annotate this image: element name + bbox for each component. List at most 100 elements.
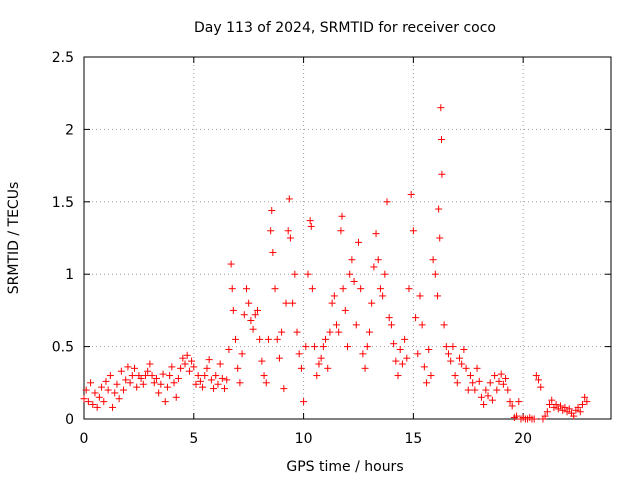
data-point <box>338 212 346 220</box>
data-point <box>185 367 193 375</box>
data-point <box>205 356 213 364</box>
data-point <box>280 385 288 393</box>
data-point <box>308 285 316 293</box>
data-point <box>552 401 560 409</box>
data-point <box>275 354 283 362</box>
data-point <box>218 374 226 382</box>
data-point <box>565 405 573 413</box>
data-point <box>141 372 149 380</box>
data-point <box>431 270 439 278</box>
data-point <box>306 217 314 225</box>
data-point <box>247 317 255 325</box>
data-point <box>260 372 268 380</box>
data-point <box>466 372 474 380</box>
data-point <box>513 412 521 420</box>
data-point <box>177 364 185 372</box>
data-point <box>449 343 457 351</box>
data-point <box>155 389 163 397</box>
data-point <box>128 372 136 380</box>
data-point <box>486 379 494 387</box>
data-point <box>157 380 165 388</box>
data-point <box>374 256 382 264</box>
data-point <box>102 377 110 385</box>
data-point <box>326 328 334 336</box>
data-point <box>515 398 523 406</box>
data-point <box>361 364 369 372</box>
data-point <box>420 363 428 371</box>
data-point <box>429 256 437 264</box>
data-point <box>258 357 266 365</box>
x-axis-label: GPS time / hours <box>286 459 403 475</box>
data-point <box>199 383 207 391</box>
y-tick-label: 0 <box>65 412 74 428</box>
data-point <box>212 372 220 380</box>
data-point <box>363 343 371 351</box>
data-point <box>556 402 564 410</box>
data-point <box>172 393 180 401</box>
x-tick-label: 5 <box>189 431 198 447</box>
data-point <box>262 379 270 387</box>
data-point <box>302 343 310 351</box>
data-point <box>407 191 415 199</box>
data-point <box>100 398 108 406</box>
data-point <box>98 383 106 391</box>
data-point <box>304 270 312 278</box>
data-point <box>548 396 556 404</box>
data-point <box>311 343 319 351</box>
data-point <box>583 398 591 406</box>
data-point <box>181 360 189 368</box>
data-point <box>464 386 472 394</box>
data-point <box>253 306 261 314</box>
data-point <box>339 285 347 293</box>
data-point <box>495 377 503 385</box>
data-point <box>117 367 125 375</box>
data-point <box>214 380 222 388</box>
axis-ticks: 0 5 10 15 20 0 0.5 1 1.5 2 2.5 <box>52 50 611 447</box>
y-tick-label: 1.5 <box>52 195 74 211</box>
data-point <box>475 377 483 385</box>
data-point <box>268 206 276 214</box>
y-tick-label: 2 <box>65 122 74 138</box>
data-point <box>251 311 259 319</box>
data-point <box>291 270 299 278</box>
data-point <box>484 392 492 400</box>
data-point <box>469 379 477 387</box>
data-point <box>392 357 400 365</box>
chart-title: Day 113 of 2024, SRMTID for receiver coc… <box>194 20 496 36</box>
data-point <box>179 354 187 362</box>
data-point <box>330 292 338 300</box>
data-point <box>359 350 367 358</box>
data-point <box>196 377 204 385</box>
data-point <box>122 376 130 384</box>
data-point <box>423 379 431 387</box>
data-point <box>436 234 444 242</box>
data-point <box>113 380 121 388</box>
data-point <box>473 364 481 372</box>
data-point <box>396 345 404 353</box>
data-point <box>148 372 156 380</box>
data-point <box>491 372 499 380</box>
data-point <box>335 328 343 336</box>
data-point <box>401 335 409 343</box>
data-point <box>453 379 461 387</box>
data-point <box>95 393 103 401</box>
data-point <box>333 321 341 329</box>
data-point <box>232 335 240 343</box>
data-point <box>409 227 417 235</box>
data-point <box>508 402 516 410</box>
data-point <box>442 343 450 351</box>
data-point <box>412 314 420 322</box>
x-tick-label: 15 <box>404 431 422 447</box>
data-point <box>286 234 294 242</box>
data-point <box>438 170 446 178</box>
data-point <box>357 285 365 293</box>
data-point <box>91 389 99 397</box>
data-point <box>440 321 448 329</box>
data-points <box>80 104 591 423</box>
data-point <box>434 292 442 300</box>
data-point <box>293 328 301 336</box>
data-point <box>319 343 327 351</box>
grid-lines <box>84 57 611 419</box>
data-point <box>455 354 463 362</box>
data-point <box>210 385 218 393</box>
